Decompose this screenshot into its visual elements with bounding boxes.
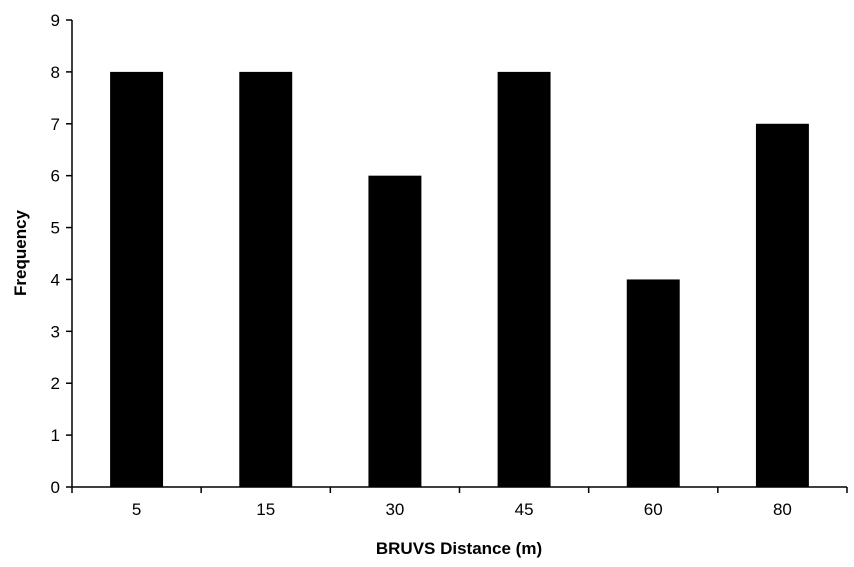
- y-tick-label: 7: [51, 115, 60, 134]
- bar-5: [110, 71, 164, 487]
- x-tick-label: 5: [132, 500, 141, 519]
- bar-45: [497, 71, 551, 487]
- y-axis-ticks: 0 1 2 3 4 5 6 7 8 9: [51, 11, 72, 497]
- x-axis-ticks: 5 15 30 45 60 80: [71, 487, 848, 519]
- y-tick-label: 4: [51, 270, 60, 289]
- axes: [71, 20, 847, 488]
- bar-30: [368, 175, 422, 487]
- y-tick-label: 2: [51, 374, 60, 393]
- x-tick-label: 60: [644, 500, 663, 519]
- y-tick-label: 8: [51, 63, 60, 82]
- bars: [110, 71, 809, 488]
- x-tick-label: 30: [385, 500, 404, 519]
- x-axis-title: BRUVS Distance (m): [376, 539, 542, 558]
- y-tick-label: 9: [51, 11, 60, 30]
- x-tick-label: 80: [773, 500, 792, 519]
- y-tick-label: 5: [51, 219, 60, 238]
- y-tick-label: 0: [51, 478, 60, 497]
- y-axis-title: Frequency: [11, 209, 30, 296]
- y-tick-label: 6: [51, 167, 60, 186]
- bar-80: [755, 123, 809, 488]
- y-tick-label: 3: [51, 322, 60, 341]
- y-tick-label: 1: [51, 426, 60, 445]
- bar-15: [239, 71, 293, 487]
- x-tick-label: 15: [256, 500, 275, 519]
- bar-60: [626, 279, 680, 487]
- x-tick-label: 45: [515, 500, 534, 519]
